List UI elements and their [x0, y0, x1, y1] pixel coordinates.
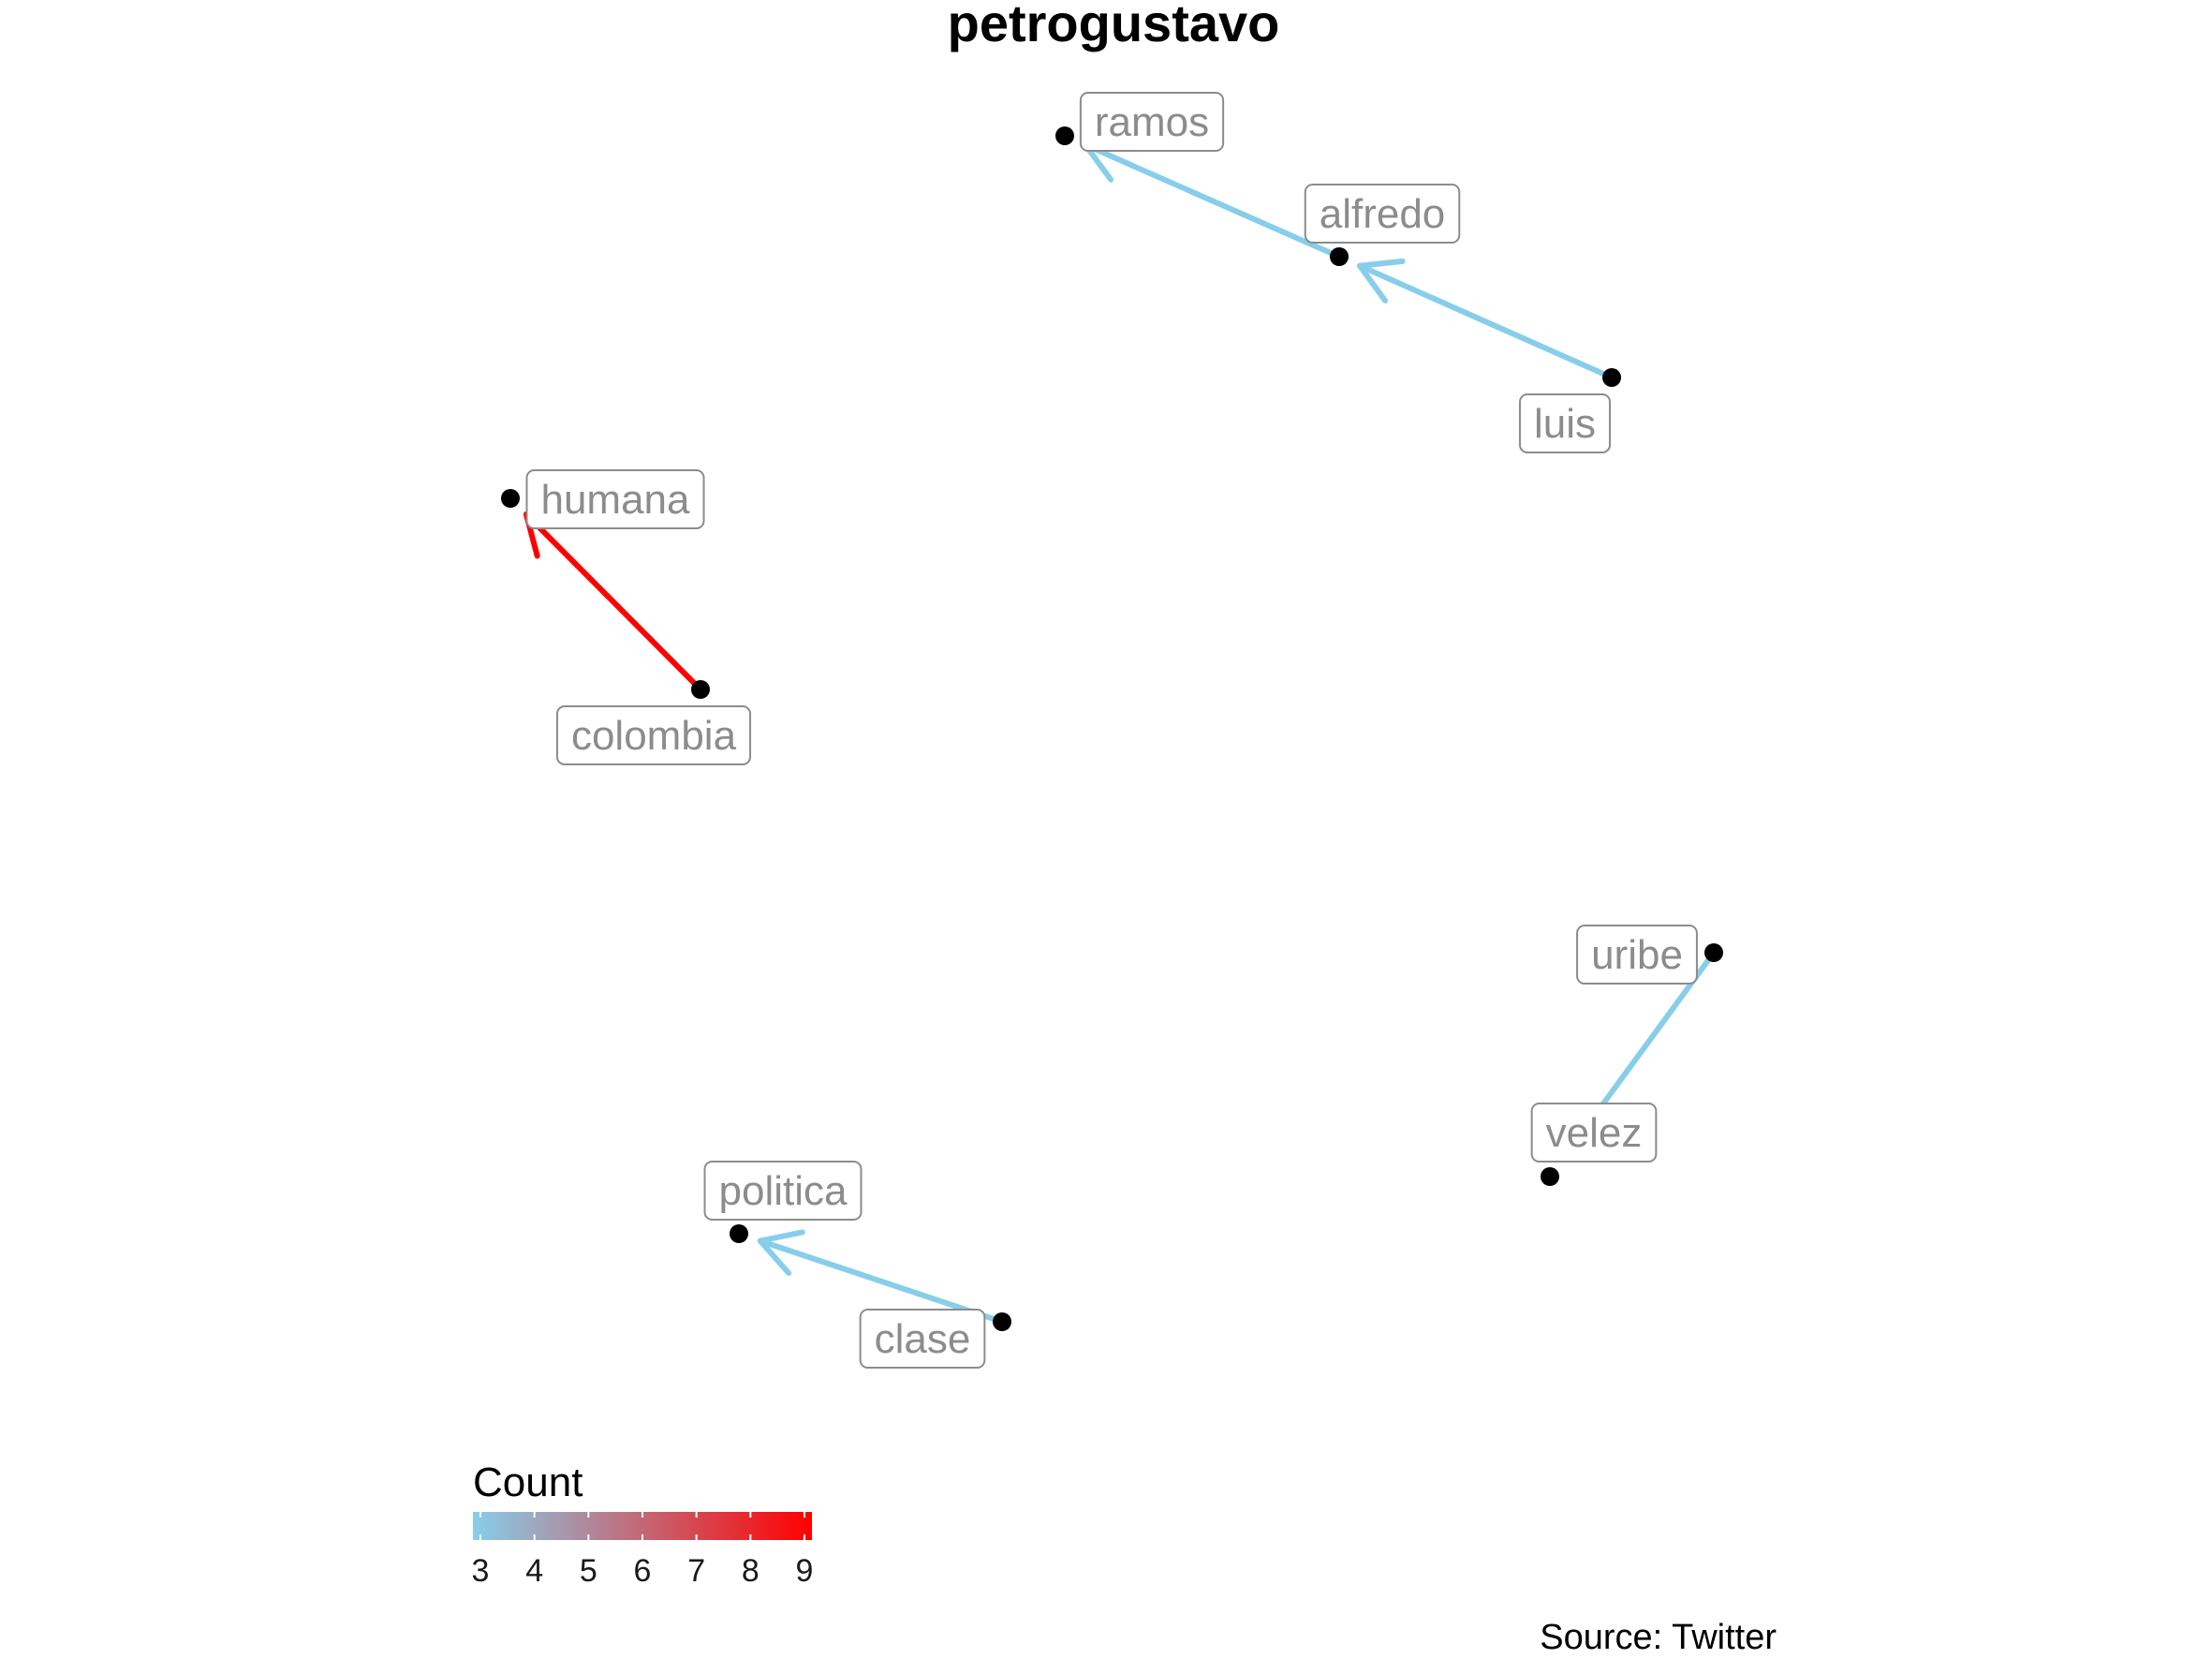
label-text: politica [719, 1168, 848, 1214]
node-label-alfredo: alfredo [1304, 184, 1461, 244]
label-box [703, 1161, 863, 1221]
legend-tick-label: 5 [580, 1553, 597, 1589]
label-text: clase [875, 1316, 971, 1362]
edge-line [1082, 141, 1342, 259]
node-point-clase [993, 1312, 1011, 1331]
edge-line [1356, 262, 1615, 380]
edge-alfredo-ramos [1082, 137, 1342, 259]
label-text: humana [540, 477, 690, 523]
label-text: ramos [1095, 99, 1209, 145]
node-label-uribe: uribe [1576, 925, 1698, 985]
label-box [1576, 925, 1698, 985]
legend-tick-label: 3 [472, 1553, 490, 1589]
node-point-politica [730, 1224, 748, 1243]
label-box [1530, 1103, 1658, 1163]
label-text: uribe [1591, 932, 1683, 978]
chart-title: petrogustavo [948, 0, 1280, 52]
node-point-colombia [691, 680, 710, 699]
label-box [555, 705, 752, 765]
node-point-ramos [1055, 126, 1074, 145]
node-label-humana: humana [525, 469, 705, 529]
label-text: velez [1546, 1110, 1643, 1156]
label-text: alfredo [1320, 191, 1446, 237]
label-text: luis [1534, 401, 1596, 447]
edge-arrowhead [1356, 258, 1406, 304]
label-box [1518, 393, 1612, 453]
node-label-luis: luis [1518, 393, 1612, 453]
legend-tick-label: 6 [634, 1553, 652, 1589]
chart-caption: Source: Twitter [1540, 1618, 1777, 1657]
label-box [1079, 92, 1225, 152]
node-label-ramos: ramos [1079, 92, 1225, 152]
label-text: colombia [571, 713, 737, 759]
nodes-layer [501, 126, 1723, 1331]
node-point-luis [1602, 368, 1621, 387]
legend-title: Count [473, 1459, 582, 1505]
edge-arrowhead [757, 1229, 805, 1277]
node-label-velez: velez [1530, 1103, 1658, 1163]
legend-tick-label: 4 [525, 1553, 543, 1589]
legend-tick-label: 9 [796, 1553, 814, 1589]
legend-tick-label: 7 [687, 1553, 705, 1589]
node-label-politica: politica [703, 1161, 863, 1221]
label-box [1304, 184, 1461, 244]
node-point-humana [501, 489, 520, 508]
node-label-colombia: colombia [555, 705, 752, 765]
edge-luis-alfredo [1356, 258, 1615, 380]
labels-layer: ramos alfredo luis humana colombia uribe velez… [525, 92, 1698, 1369]
label-box [525, 469, 705, 529]
edge-colombia-humana [523, 511, 703, 692]
node-label-clase: clase [859, 1309, 986, 1369]
node-point-velez [1541, 1167, 1559, 1186]
node-point-uribe [1704, 943, 1723, 962]
legend-tick-label: 8 [742, 1553, 759, 1589]
edge-line [757, 1237, 1005, 1325]
label-box [859, 1309, 986, 1369]
edge-line [523, 511, 703, 692]
edge-clase-politica [757, 1229, 1005, 1325]
node-point-alfredo [1330, 247, 1349, 266]
